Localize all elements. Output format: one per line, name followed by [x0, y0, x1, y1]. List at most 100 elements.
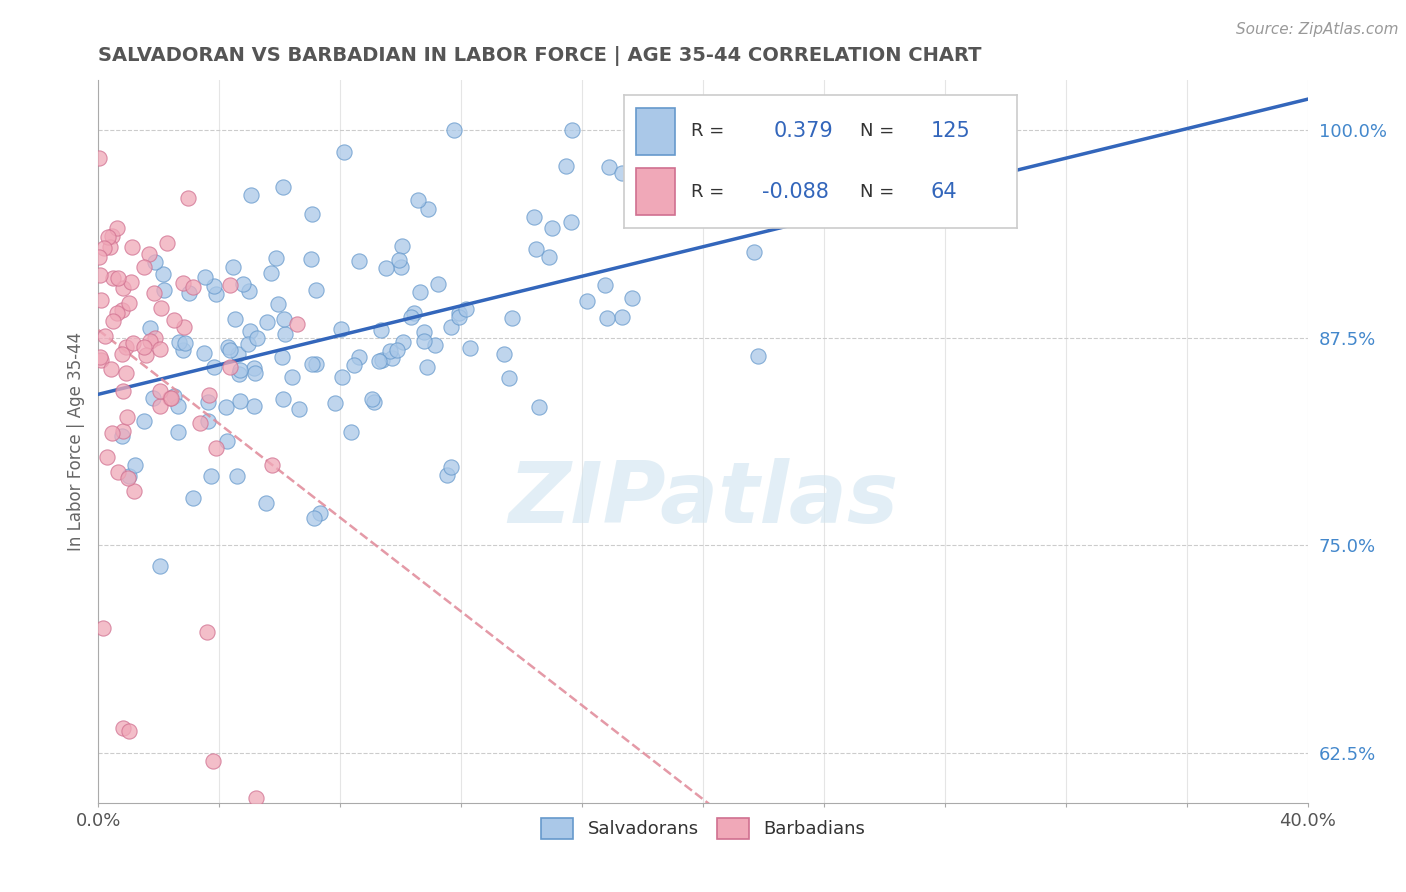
Point: [404, 306, 426, 320]
Point: [254, 496, 277, 510]
Point: [332, 145, 354, 159]
Point: [243, 399, 266, 413]
Point: [143, 254, 166, 268]
Point: [222, 260, 245, 275]
Point: [115, 366, 138, 380]
Point: [111, 429, 134, 443]
Point: [181, 279, 204, 293]
Point: [115, 340, 138, 354]
Point: [91, 621, 114, 635]
Point: [118, 468, 141, 483]
Point: [202, 359, 225, 374]
Point: [163, 389, 186, 403]
Point: [454, 301, 477, 316]
Point: [271, 350, 294, 364]
Point: [447, 306, 470, 320]
Point: [440, 460, 463, 475]
Point: [380, 344, 402, 359]
Point: [935, 183, 957, 197]
Point: [240, 187, 263, 202]
Point: [100, 362, 122, 376]
Point: [243, 361, 266, 376]
Point: [375, 260, 398, 275]
Point: [498, 370, 520, 384]
Point: [159, 391, 181, 405]
Point: [117, 471, 139, 485]
Point: [560, 215, 582, 229]
Point: [406, 193, 429, 207]
Point: [363, 395, 385, 409]
Point: [217, 434, 239, 448]
Point: [172, 276, 194, 290]
Point: [380, 351, 402, 365]
Point: [167, 335, 190, 350]
Point: [177, 191, 200, 205]
Point: [412, 325, 434, 339]
Point: [121, 239, 143, 253]
Point: [598, 160, 620, 174]
Point: [747, 349, 769, 363]
Point: [301, 207, 323, 221]
Point: [117, 409, 139, 424]
Point: [418, 202, 440, 216]
Point: [219, 343, 242, 357]
Point: [260, 458, 283, 472]
Point: [217, 340, 239, 354]
Point: [112, 281, 135, 295]
Text: SALVADORAN VS BARBADIAN IN LABOR FORCE | AGE 35-44 CORRELATION CHART: SALVADORAN VS BARBADIAN IN LABOR FORCE |…: [98, 45, 981, 66]
Point: [193, 346, 215, 360]
Point: [610, 310, 633, 324]
Point: [266, 251, 288, 265]
Point: [101, 228, 124, 243]
Point: [112, 424, 135, 438]
Point: [388, 252, 411, 267]
Point: [271, 392, 294, 407]
Point: [271, 180, 294, 194]
Point: [197, 395, 219, 409]
Point: [198, 388, 221, 402]
Point: [202, 278, 225, 293]
Point: [194, 269, 217, 284]
Point: [153, 284, 176, 298]
Y-axis label: In Labor Force | Age 35-44: In Labor Force | Age 35-44: [66, 332, 84, 551]
Point: [89, 268, 111, 282]
Point: [302, 510, 325, 524]
Point: [285, 317, 308, 331]
Point: [226, 469, 249, 483]
Point: [202, 754, 225, 768]
Point: [308, 506, 330, 520]
Point: [593, 277, 616, 292]
Point: [245, 790, 267, 805]
Point: [392, 334, 415, 349]
Point: [118, 296, 141, 310]
Point: [561, 123, 583, 137]
Point: [299, 252, 322, 266]
Point: [385, 343, 408, 357]
Point: [226, 346, 249, 360]
Point: [371, 353, 394, 368]
Point: [188, 417, 211, 431]
Point: [229, 363, 252, 377]
Point: [134, 414, 156, 428]
Point: [413, 334, 436, 348]
Point: [610, 166, 633, 180]
Point: [409, 285, 432, 299]
Point: [280, 369, 302, 384]
Point: [575, 293, 598, 308]
Point: [195, 624, 218, 639]
Point: [301, 357, 323, 371]
Point: [389, 260, 412, 274]
Point: [443, 123, 465, 137]
Point: [219, 360, 242, 375]
Point: [304, 283, 326, 297]
Point: [101, 425, 124, 440]
Point: [181, 491, 204, 506]
Point: [124, 458, 146, 473]
Point: [205, 441, 228, 455]
Point: [523, 210, 546, 224]
Point: [238, 337, 260, 351]
Point: [94, 329, 117, 343]
Point: [305, 357, 328, 371]
Point: [90, 293, 112, 308]
Point: [273, 311, 295, 326]
